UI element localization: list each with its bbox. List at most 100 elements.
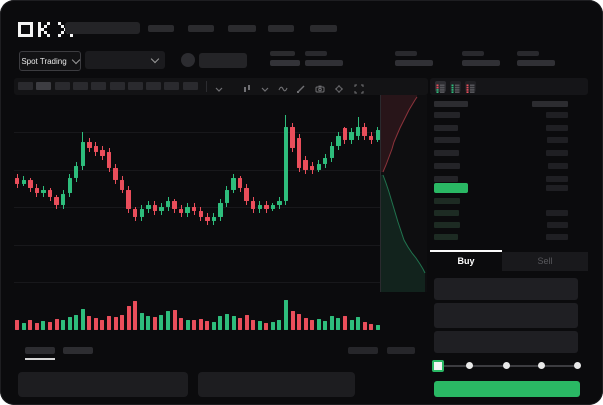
volume-bar [133,301,138,330]
orders-action-1[interactable] [387,347,415,354]
stat-label-1 [395,51,417,56]
volume-bar [34,323,39,330]
slider-stop-3[interactable] [538,362,545,369]
gridline [14,207,381,209]
trade-input-0[interactable] [434,278,578,300]
volume-bar [211,321,216,330]
chart-type-icon[interactable] [242,81,252,92]
orders-tab-indicator [25,358,55,360]
candle [375,130,380,141]
chevron-down-icon[interactable] [214,81,224,92]
slider-stop-2[interactable] [503,362,510,369]
book-asks-icon[interactable] [465,81,476,93]
nav-item-2[interactable] [228,25,256,32]
candle [74,165,79,178]
camera-icon[interactable] [315,81,325,93]
volume-bar [67,317,72,330]
candle [47,189,53,198]
candle [21,179,27,184]
pencil-icon[interactable] [296,81,306,93]
chevron-down-icon[interactable] [260,81,270,92]
depth-chart [381,95,427,292]
candle [296,138,302,168]
timeframe-button-0[interactable] [18,82,33,90]
volume-bar [146,315,151,330]
ask-row-price[interactable] [434,162,460,169]
volume-bar [48,322,53,330]
volume-bar [316,319,321,330]
trade-input-1[interactable] [434,303,578,328]
pair-selector-dropdown[interactable] [85,51,165,69]
volume-bar [80,308,85,330]
bid-row-price[interactable] [434,234,458,240]
slider-handle[interactable] [432,360,444,372]
orders-tab-0[interactable] [25,347,55,354]
nav-item-0[interactable] [148,25,174,32]
bid-row-price[interactable] [434,222,460,228]
last-price-size [546,185,568,191]
book-bids-icon[interactable] [450,81,461,93]
volume-bar [290,311,295,330]
sell-tab-background[interactable] [502,252,588,271]
timeframe-button-4[interactable] [91,82,107,90]
bid-row-price[interactable] [434,198,460,204]
ask-row-price[interactable] [434,150,459,157]
candle [368,136,374,141]
candle [244,187,249,202]
fullscreen-icon[interactable] [354,81,364,94]
candle [165,201,171,208]
tab-buy[interactable]: Buy [457,256,475,266]
timeframe-button-7[interactable] [146,82,162,90]
volume-bar [93,318,98,330]
candlestick-chart[interactable] [14,95,381,292]
timeframe-button-2[interactable] [54,82,70,90]
slider-stop-1[interactable] [466,362,473,369]
bid-row-size [546,234,568,240]
volume-bar [369,323,374,330]
timeframe-button-6[interactable] [127,82,143,90]
volume-bar [349,319,354,330]
timeframe-button-1[interactable] [36,82,52,90]
volume-bar [231,315,236,330]
timeframe-button-8[interactable] [164,82,180,90]
tab-sell[interactable]: Sell [537,256,553,266]
candle [283,126,289,202]
depth-asks-line [382,96,418,173]
market-type-selector[interactable]: Spot Trading [19,51,81,71]
last-price-bar[interactable] [434,183,468,193]
candle [41,189,46,194]
volume-bar [100,319,105,330]
candle [54,197,59,206]
nav-item-4[interactable] [310,25,337,32]
timeframe-button-5[interactable] [109,82,125,90]
ask-row-price[interactable] [434,124,458,131]
timeframe-button-9[interactable] [182,82,198,90]
wave-icon[interactable] [278,81,288,92]
volume-bar [205,321,210,330]
gear-icon[interactable] [334,81,344,93]
nav-item-3[interactable] [268,25,294,32]
ask-row-price[interactable] [434,137,460,144]
candle [119,179,125,190]
volume-bar [87,316,92,330]
chevron-down-icon [150,54,160,64]
slider-stop-4[interactable] [574,362,581,369]
toolbar-divider [206,81,207,92]
candle [159,207,164,212]
volume-bar [336,318,341,330]
nav-item-1[interactable] [188,25,214,32]
trade-input-2[interactable] [434,331,578,353]
ask-row-price[interactable] [434,175,458,182]
candle [264,205,269,210]
volume-bar [270,321,275,330]
submit-buy-button[interactable] [434,381,580,397]
volume-bar [74,314,79,330]
bid-row-price[interactable] [434,210,459,216]
orders-action-0[interactable] [348,347,378,354]
orders-tab-1[interactable] [63,347,93,354]
ask-row-price[interactable] [434,112,460,118]
search-input[interactable] [65,22,140,34]
volume-bar [152,317,157,330]
timeframe-button-3[interactable] [72,82,88,90]
book-both-icon[interactable] [435,81,446,93]
